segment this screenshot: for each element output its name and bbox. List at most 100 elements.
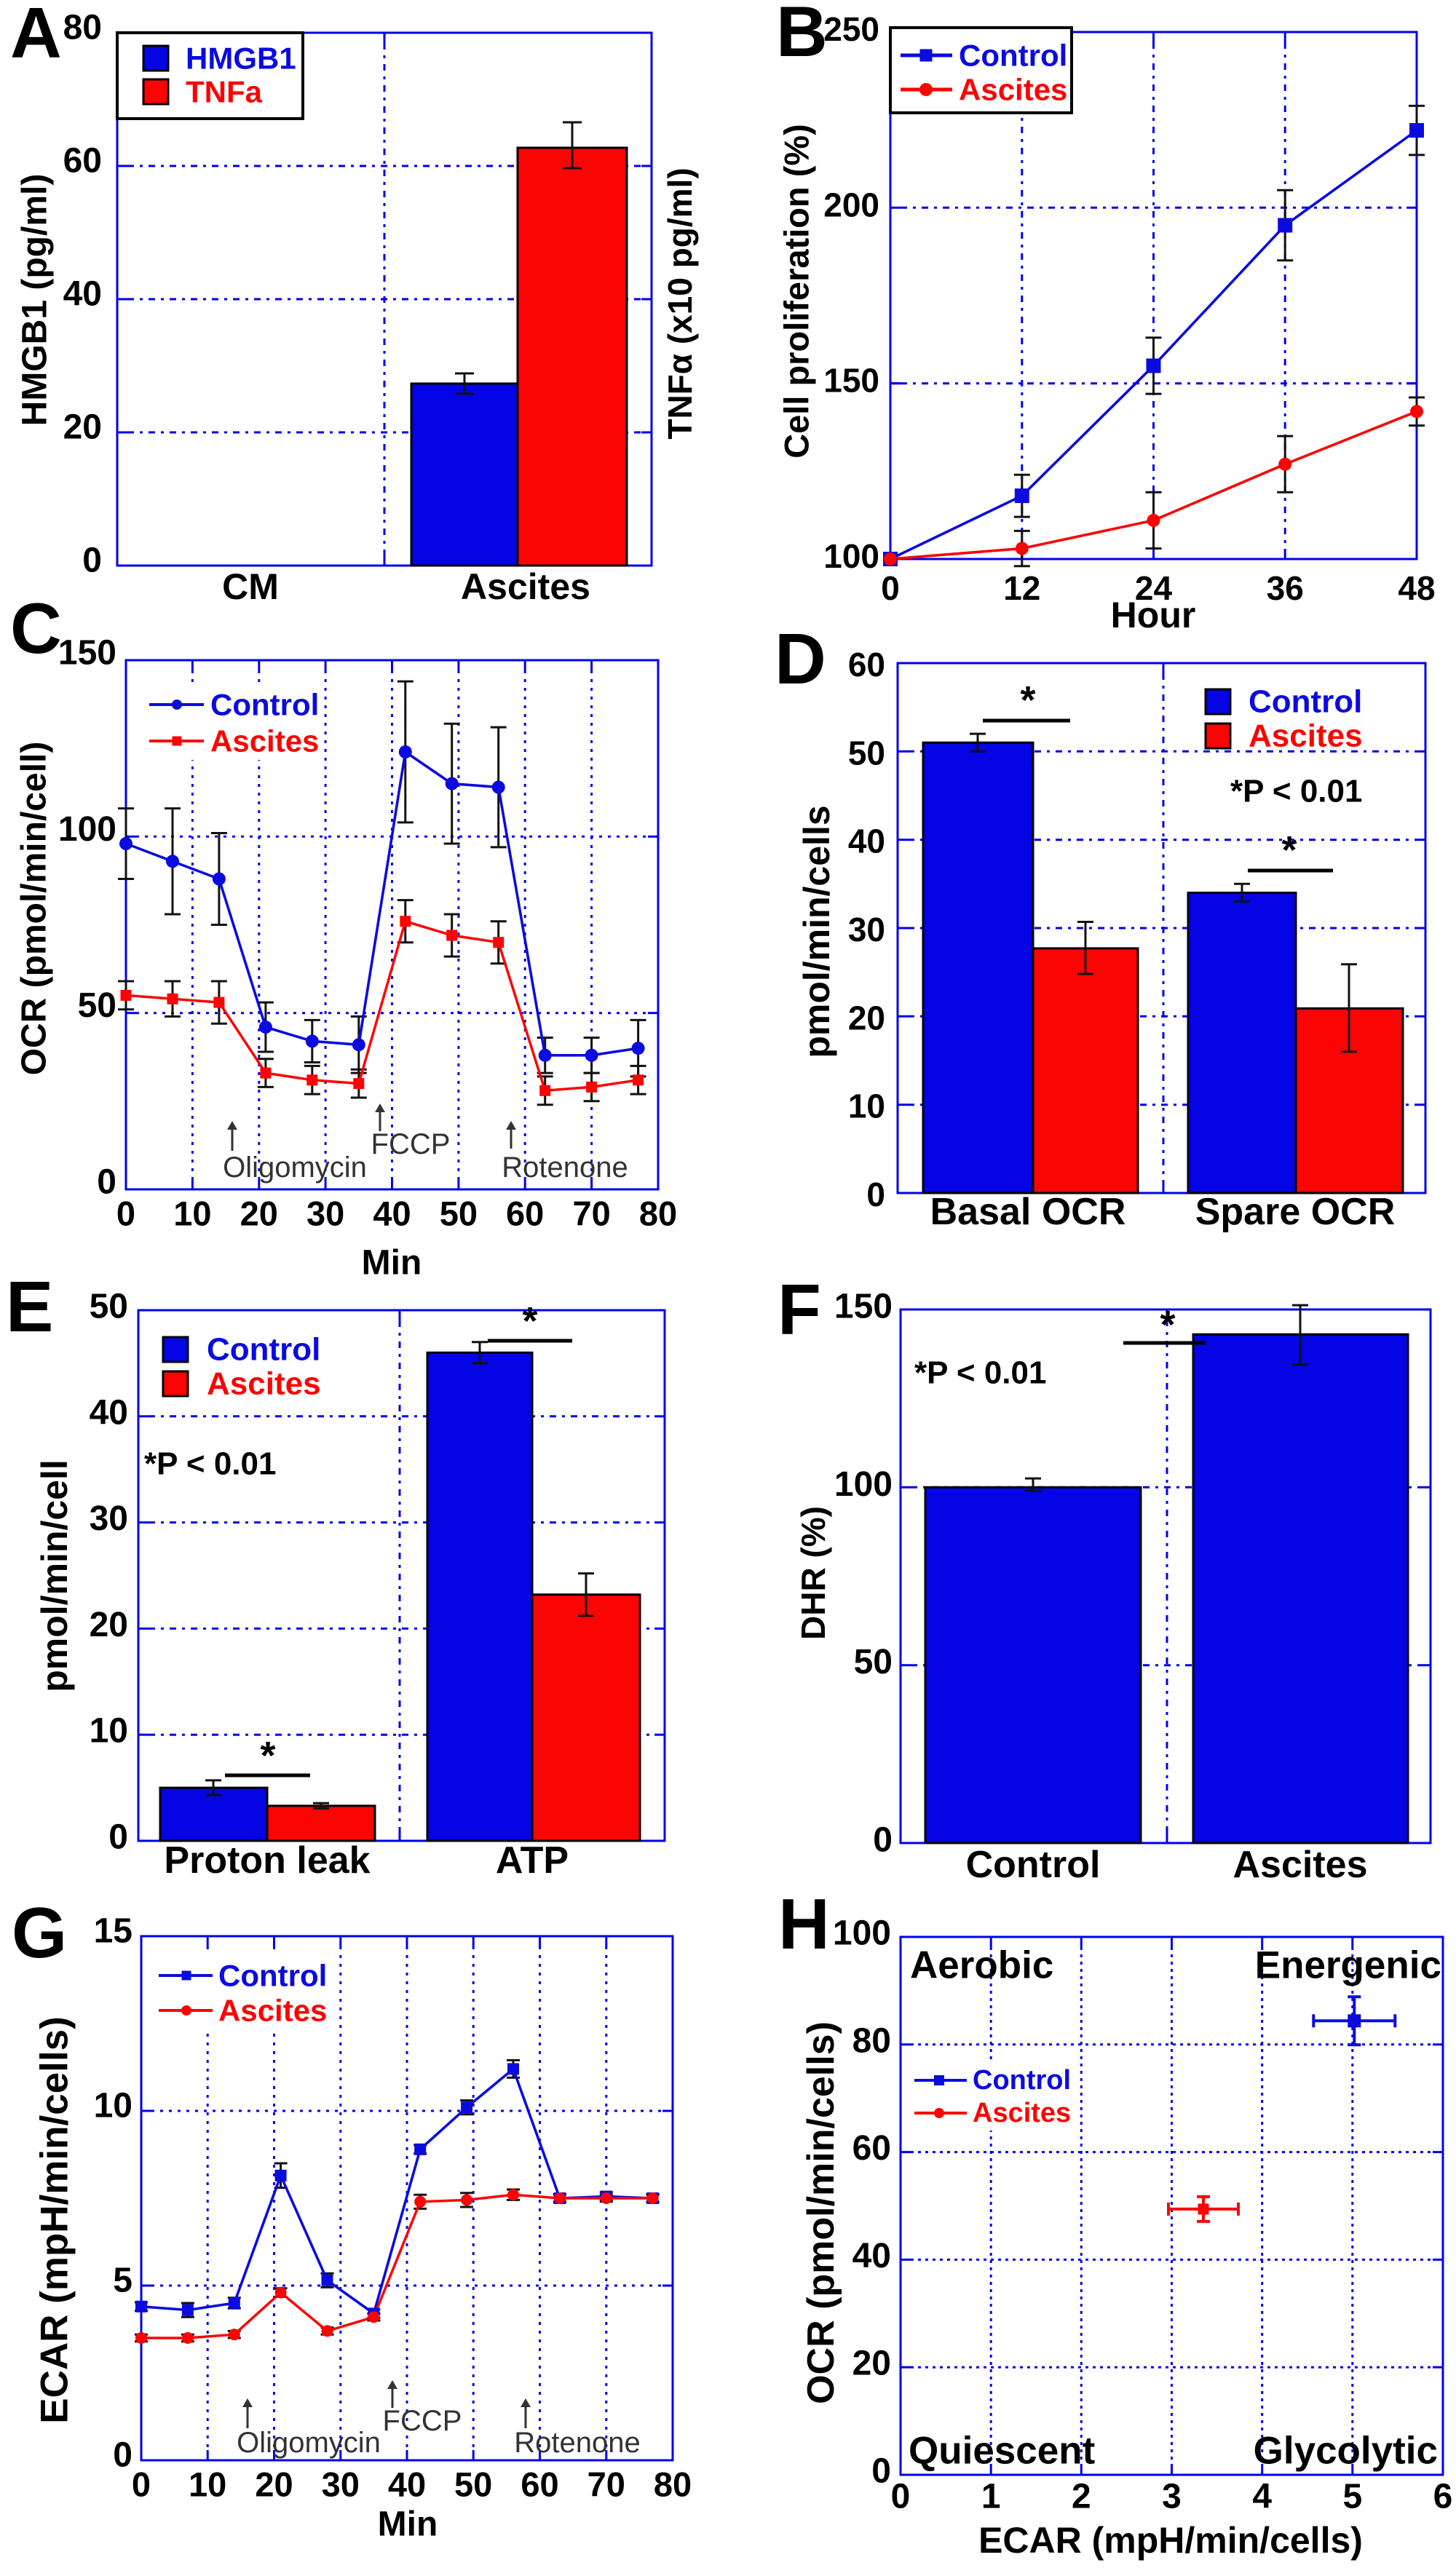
svg-text:*: * xyxy=(260,1734,275,1778)
svg-text:pmol/min/cell: pmol/min/cell xyxy=(34,1459,75,1692)
svg-text:CM: CM xyxy=(222,566,279,607)
svg-text:10: 10 xyxy=(848,1087,885,1125)
svg-text:100: 100 xyxy=(58,810,116,849)
svg-text:Hour: Hour xyxy=(1111,595,1196,635)
svg-text:40: 40 xyxy=(852,2237,891,2275)
svg-text:0: 0 xyxy=(108,1818,128,1857)
svg-text:ATP: ATP xyxy=(496,1839,569,1882)
svg-text:50: 50 xyxy=(90,1288,128,1326)
svg-text:*: * xyxy=(1020,678,1035,722)
svg-text:TNFα (x10 pg/ml): TNFα (x10 pg/ml) xyxy=(661,167,699,439)
svg-text:150: 150 xyxy=(834,1288,893,1326)
svg-text:ECAR (mpH/min/cells): ECAR (mpH/min/cells) xyxy=(33,2016,76,2424)
svg-text:pmol/min/cells: pmol/min/cells xyxy=(796,805,837,1058)
svg-text:200: 200 xyxy=(823,186,879,223)
svg-text:Control: Control xyxy=(1249,684,1362,720)
svg-text:OCR (pmol/min/cells): OCR (pmol/min/cells) xyxy=(800,2021,842,2404)
svg-text:60: 60 xyxy=(521,2465,558,2504)
svg-text:20: 20 xyxy=(848,999,885,1037)
svg-text:0: 0 xyxy=(116,1194,135,1233)
svg-text:48: 48 xyxy=(1398,569,1435,607)
svg-text:Control: Control xyxy=(210,688,319,722)
svg-text:80: 80 xyxy=(63,9,102,47)
svg-text:70: 70 xyxy=(587,2465,625,2504)
svg-text:Aerobic: Aerobic xyxy=(910,1944,1053,1987)
svg-text:Ascites: Ascites xyxy=(1249,718,1363,754)
svg-text:*P < 0.01: *P < 0.01 xyxy=(914,1355,1046,1391)
svg-text:Oligomycin: Oligomycin xyxy=(237,2427,381,2459)
svg-text:H: H xyxy=(778,1884,830,1964)
svg-text:10: 10 xyxy=(94,2087,132,2125)
svg-text:150: 150 xyxy=(58,634,116,673)
svg-text:E: E xyxy=(6,1267,53,1347)
svg-text:36: 36 xyxy=(1267,569,1304,607)
svg-text:0: 0 xyxy=(82,542,102,580)
svg-text:0: 0 xyxy=(873,1821,893,1860)
svg-text:80: 80 xyxy=(654,2465,692,2504)
svg-text:3: 3 xyxy=(1162,2478,1182,2516)
svg-text:Rotenone: Rotenone xyxy=(514,2427,640,2459)
svg-text:A: A xyxy=(10,0,62,73)
svg-text:100: 100 xyxy=(823,537,879,575)
svg-text:Basal OCR: Basal OCR xyxy=(930,1191,1126,1233)
svg-text:OCR (pmol/min/cell): OCR (pmol/min/cell) xyxy=(15,742,54,1076)
svg-text:1: 1 xyxy=(981,2478,1001,2516)
svg-text:30: 30 xyxy=(848,911,885,948)
svg-text:Ascites: Ascites xyxy=(461,566,590,607)
svg-text:Proton leak: Proton leak xyxy=(164,1839,370,1882)
svg-text:*: * xyxy=(1160,1303,1175,1347)
svg-text:Spare OCR: Spare OCR xyxy=(1195,1191,1396,1233)
svg-text:HMGB1 (pg/ml): HMGB1 (pg/ml) xyxy=(16,174,55,427)
svg-text:Control: Control xyxy=(966,1844,1101,1886)
svg-text:40: 40 xyxy=(388,2465,426,2504)
svg-text:HMGB1: HMGB1 xyxy=(186,41,296,76)
svg-text:60: 60 xyxy=(63,142,102,181)
svg-text:Ascites: Ascites xyxy=(207,1366,321,1402)
svg-text:Ascites: Ascites xyxy=(973,2098,1071,2128)
svg-text:0: 0 xyxy=(132,2465,151,2504)
svg-text:F: F xyxy=(778,1269,821,1350)
svg-text:50: 50 xyxy=(854,1643,893,1681)
svg-text:Oligomycin: Oligomycin xyxy=(223,1152,367,1184)
svg-text:60: 60 xyxy=(852,2129,891,2168)
svg-text:Energenic: Energenic xyxy=(1255,1944,1441,1987)
svg-text:*P < 0.01: *P < 0.01 xyxy=(144,1446,276,1482)
svg-text:150: 150 xyxy=(823,362,879,400)
svg-text:Min: Min xyxy=(362,1244,422,1283)
svg-text:30: 30 xyxy=(322,2465,360,2504)
svg-text:Ascites: Ascites xyxy=(959,73,1067,107)
svg-text:Ascites: Ascites xyxy=(210,724,319,758)
svg-text:50: 50 xyxy=(440,1194,478,1233)
svg-text:Control: Control xyxy=(959,39,1067,73)
svg-text:C: C xyxy=(10,588,62,668)
svg-text:24: 24 xyxy=(1135,569,1173,607)
svg-text:Rotenone: Rotenone xyxy=(502,1152,628,1184)
svg-text:20: 20 xyxy=(240,1194,278,1233)
svg-text:60: 60 xyxy=(848,646,885,683)
svg-text:250: 250 xyxy=(823,10,879,48)
svg-text:20: 20 xyxy=(255,2465,293,2504)
svg-text:100: 100 xyxy=(834,1465,893,1504)
svg-text:30: 30 xyxy=(90,1499,128,1538)
svg-text:70: 70 xyxy=(572,1194,610,1233)
svg-text:0: 0 xyxy=(97,1163,116,1202)
svg-text:20: 20 xyxy=(90,1606,128,1644)
svg-text:Ascites: Ascites xyxy=(218,1994,327,2028)
svg-text:5: 5 xyxy=(1342,2478,1362,2516)
svg-text:60: 60 xyxy=(506,1194,544,1233)
svg-text:0: 0 xyxy=(113,2436,132,2475)
svg-text:Cell proliferation (%): Cell proliferation (%) xyxy=(778,124,816,459)
svg-text:B: B xyxy=(776,0,828,71)
svg-text:*: * xyxy=(522,1299,537,1343)
svg-text:*: * xyxy=(1281,828,1297,872)
svg-text:5: 5 xyxy=(113,2262,132,2300)
svg-text:80: 80 xyxy=(852,2021,891,2060)
svg-text:*P < 0.01: *P < 0.01 xyxy=(1230,774,1362,809)
svg-text:40: 40 xyxy=(848,823,885,860)
svg-text:20: 20 xyxy=(852,2345,891,2383)
svg-text:50: 50 xyxy=(454,2465,492,2504)
svg-text:40: 40 xyxy=(90,1393,128,1432)
svg-text:0: 0 xyxy=(891,2478,911,2516)
svg-text:20: 20 xyxy=(63,408,102,447)
svg-text:50: 50 xyxy=(848,734,885,772)
